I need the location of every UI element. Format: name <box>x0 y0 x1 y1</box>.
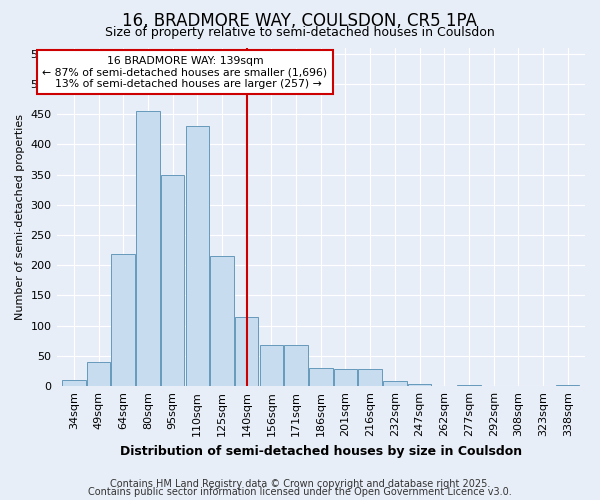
Bar <box>112 254 135 386</box>
X-axis label: Distribution of semi-detached houses by size in Coulsdon: Distribution of semi-detached houses by … <box>120 444 522 458</box>
Text: 16, BRADMORE WAY, COULSDON, CR5 1PA: 16, BRADMORE WAY, COULSDON, CR5 1PA <box>122 12 478 30</box>
Text: Contains public sector information licensed under the Open Government Licence v3: Contains public sector information licen… <box>88 487 512 497</box>
Bar <box>235 316 259 386</box>
Bar <box>408 384 431 386</box>
Bar <box>334 369 357 386</box>
Bar <box>210 256 234 386</box>
Bar <box>309 368 332 386</box>
Bar <box>161 174 184 386</box>
Text: Contains HM Land Registry data © Crown copyright and database right 2025.: Contains HM Land Registry data © Crown c… <box>110 479 490 489</box>
Bar <box>62 380 86 386</box>
Bar <box>383 382 407 386</box>
Bar <box>358 369 382 386</box>
Bar <box>556 385 580 386</box>
Bar <box>457 385 481 386</box>
Text: Size of property relative to semi-detached houses in Coulsdon: Size of property relative to semi-detach… <box>105 26 495 39</box>
Bar <box>87 362 110 386</box>
Y-axis label: Number of semi-detached properties: Number of semi-detached properties <box>15 114 25 320</box>
Bar <box>136 111 160 386</box>
Text: 16 BRADMORE WAY: 139sqm
← 87% of semi-detached houses are smaller (1,696)
  13% : 16 BRADMORE WAY: 139sqm ← 87% of semi-de… <box>43 56 328 89</box>
Bar <box>260 345 283 386</box>
Bar <box>284 345 308 386</box>
Bar <box>185 126 209 386</box>
